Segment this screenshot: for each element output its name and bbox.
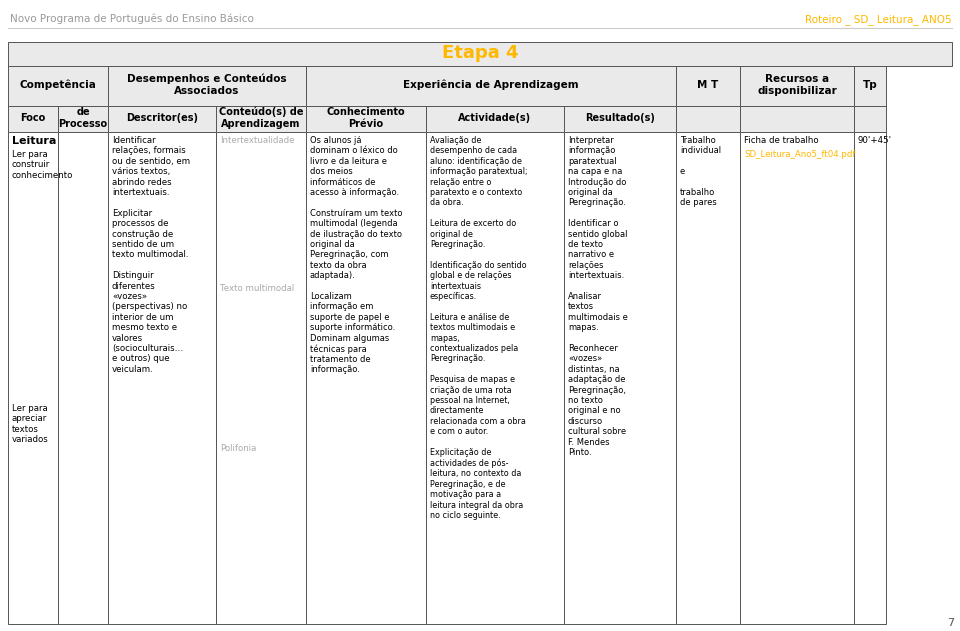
- Text: Ler para
construir
conhecimento: Ler para construir conhecimento: [12, 150, 73, 180]
- Text: Avaliação de
desempenho de cada
aluno: identificação de
informação paratextual;
: Avaliação de desempenho de cada aluno: i…: [430, 136, 528, 520]
- Text: Os alunos já
dominam o léxico do
livro e da leitura e
dos meios
informáticos de
: Os alunos já dominam o léxico do livro e…: [310, 136, 402, 374]
- Bar: [676, 132, 740, 624]
- Text: M T: M T: [697, 80, 719, 90]
- Text: Polifonia: Polifonia: [220, 444, 256, 453]
- Bar: [676, 66, 740, 106]
- Bar: [8, 66, 108, 106]
- Bar: [564, 132, 676, 624]
- Text: Trabalho
individual

e

trabalho
de pares: Trabalho individual e trabalho de pares: [680, 136, 721, 208]
- Text: Descritor(es): Descritor(es): [126, 113, 198, 123]
- Bar: [426, 132, 564, 624]
- Bar: [58, 132, 108, 624]
- Bar: [8, 106, 58, 132]
- Text: Ler para
apreciar
textos
variados: Ler para apreciar textos variados: [12, 404, 49, 444]
- Text: Resultado(s): Resultado(s): [585, 113, 655, 123]
- Text: Conteúdo(s) de
Aprendizagem: Conteúdo(s) de Aprendizagem: [219, 107, 303, 129]
- Text: Actividade(s): Actividade(s): [459, 113, 532, 123]
- Text: Identificar
relações, formais
ou de sentido, em
vários textos,
abrindo redes
int: Identificar relações, formais ou de sent…: [112, 136, 190, 374]
- Bar: [740, 66, 854, 106]
- Text: Tp: Tp: [863, 80, 877, 90]
- Text: Ficha de trabalho: Ficha de trabalho: [744, 136, 819, 145]
- Bar: [854, 106, 886, 132]
- Text: Competência: Competência: [19, 80, 96, 90]
- Bar: [216, 106, 306, 132]
- Bar: [8, 42, 952, 66]
- Text: Texto multimodal: Texto multimodal: [220, 284, 295, 293]
- Text: SD_Leitura_Ano5_ft04.pdf: SD_Leitura_Ano5_ft04.pdf: [744, 150, 855, 159]
- Bar: [854, 66, 886, 106]
- Bar: [740, 132, 854, 624]
- Bar: [306, 106, 426, 132]
- Bar: [676, 106, 740, 132]
- Bar: [306, 66, 676, 106]
- Bar: [108, 66, 306, 106]
- Bar: [564, 106, 676, 132]
- Text: Foco: Foco: [20, 113, 46, 123]
- Bar: [426, 106, 564, 132]
- Text: Intertextualidade: Intertextualidade: [220, 136, 295, 145]
- Text: Novo Programa de Português do Ensino Básico: Novo Programa de Português do Ensino Bás…: [10, 14, 253, 25]
- Bar: [108, 106, 216, 132]
- Bar: [740, 106, 854, 132]
- Bar: [58, 106, 108, 132]
- Text: de
Processo: de Processo: [59, 107, 108, 129]
- Bar: [216, 132, 306, 624]
- Text: Recursos a
disponibilizar: Recursos a disponibilizar: [757, 74, 837, 96]
- Text: Leitura: Leitura: [12, 136, 57, 146]
- Bar: [108, 132, 216, 624]
- Text: Roteiro _ SD_ Leitura_ ANO5: Roteiro _ SD_ Leitura_ ANO5: [805, 14, 952, 25]
- Text: 90'+45': 90'+45': [858, 136, 892, 145]
- Text: Desempenhos e Conteúdos
Associados: Desempenhos e Conteúdos Associados: [127, 74, 287, 96]
- Bar: [854, 132, 886, 624]
- Text: Etapa 4: Etapa 4: [442, 44, 518, 62]
- Text: Conhecimento
Prévio: Conhecimento Prévio: [326, 107, 405, 129]
- Text: Interpretar
informação
paratextual
na capa e na
Introdução do
original da
Peregr: Interpretar informação paratextual na ca…: [568, 136, 628, 457]
- Text: Experiência de Aprendizagem: Experiência de Aprendizagem: [403, 80, 579, 90]
- Text: 7: 7: [947, 618, 954, 628]
- Bar: [306, 132, 426, 624]
- Bar: [8, 132, 58, 624]
